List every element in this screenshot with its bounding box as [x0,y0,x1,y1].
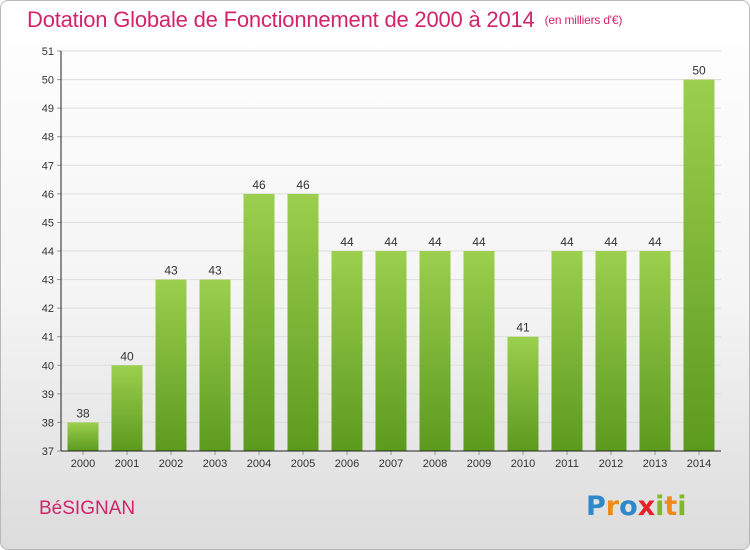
y-tick-label: 45 [42,217,54,229]
data-label: 40 [120,349,134,363]
y-tick-label: 42 [42,303,54,315]
y-tick-label: 43 [42,275,54,287]
logo-letter: P [586,491,606,522]
bar [67,422,99,451]
bar [683,79,715,452]
proxiti-logo: Proxiti [586,491,687,522]
place-name: BéSIGNAN [39,498,136,519]
y-tick-label: 40 [42,360,54,372]
bar [595,251,627,451]
logo-letter: x [637,491,656,522]
data-label: 44 [384,235,398,249]
y-tick-label: 51 [42,46,54,58]
logo-letter: o [619,491,638,522]
x-tick-label: 2003 [203,458,227,470]
logo-letter: r [605,491,620,522]
chart-title: Dotation Globale de Fonctionnement de 20… [27,7,622,33]
x-tick-label: 2005 [291,458,315,470]
y-tick-label: 41 [42,332,54,344]
logo-letter: t [664,491,678,522]
x-tick-label: 2008 [423,458,447,470]
bar [331,251,363,451]
y-tick-label: 47 [42,160,54,172]
data-label: 44 [560,235,574,249]
x-tick-label: 2002 [159,458,183,470]
bar [463,251,495,451]
y-tick-label: 37 [42,446,54,458]
data-label: 44 [340,235,354,249]
x-tick-label: 2000 [71,458,95,470]
bar [287,193,319,451]
x-tick-label: 2011 [555,458,579,470]
data-label: 38 [76,406,90,420]
x-tick-label: 2010 [511,458,535,470]
data-label: 44 [604,235,618,249]
bar [639,251,671,451]
data-label: 50 [692,64,706,78]
bar [243,193,275,451]
bar [199,279,231,451]
x-tick-label: 2009 [467,458,491,470]
data-label: 46 [252,178,266,192]
logo-letter: i [655,491,665,522]
x-tick-label: 2006 [335,458,359,470]
data-label: 44 [428,235,442,249]
chart-title-text: Dotation Globale de Fonctionnement de 20… [27,7,535,32]
bar [419,251,451,451]
x-tick-label: 2001 [115,458,139,470]
data-label: 44 [472,235,486,249]
data-label: 43 [164,264,178,278]
data-label: 46 [296,178,310,192]
logo-letter: i [677,491,687,522]
bar [551,251,583,451]
y-tick-label: 48 [42,132,54,144]
unit-label: (en milliers d'€) [544,13,623,27]
data-label: 43 [208,264,222,278]
bar [375,251,407,451]
x-tick-label: 2004 [247,458,271,470]
x-tick-label: 2007 [379,458,403,470]
y-tick-label: 46 [42,189,54,201]
bar [507,336,539,451]
bar [111,365,143,451]
x-tick-label: 2014 [687,458,711,470]
x-tick-label: 2012 [599,458,623,470]
y-tick-label: 39 [42,389,54,401]
y-tick-label: 38 [42,417,54,429]
bar [155,279,187,451]
data-label: 44 [648,235,662,249]
y-tick-label: 49 [42,103,54,115]
y-tick-label: 44 [42,246,54,258]
x-tick-label: 2013 [643,458,667,470]
y-tick-label: 50 [42,75,54,87]
data-label: 41 [516,321,530,335]
